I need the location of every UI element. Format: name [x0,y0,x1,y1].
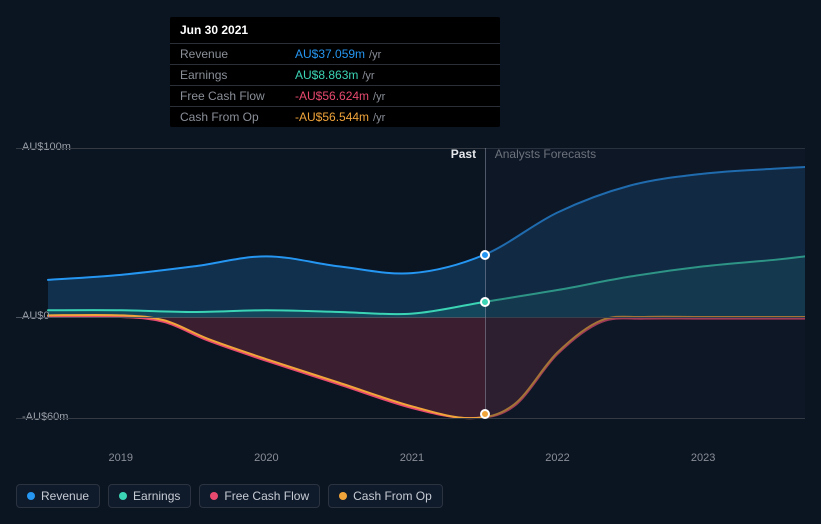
tooltip-row: RevenueAU$37.059m/yr [170,44,500,65]
x-axis-label: 2021 [400,452,424,464]
x-axis-label: 2022 [545,452,569,464]
legend-label: Cash From Op [353,489,432,503]
series-marker-earnings [480,297,490,307]
crosshair [485,148,486,418]
gridline [16,418,805,419]
legend-dot-icon [339,492,347,500]
x-axis-label: 2023 [691,452,715,464]
legend: Revenue Earnings Free Cash Flow Cash From O… [16,484,443,508]
era-label-past: Past [451,147,476,161]
tooltip-row: Free Cash Flow-AU$56.624m/yr [170,86,500,107]
tooltip-row-value: -AU$56.624m/yr [285,86,500,107]
tooltip-table: RevenueAU$37.059m/yrEarningsAU$8.863m/yr… [170,43,500,127]
tooltip-row-value: -AU$56.544m/yr [285,107,500,128]
era-label-forecast: Analysts Forecasts [495,147,596,161]
legend-dot-icon [27,492,35,500]
legend-dot-icon [210,492,218,500]
legend-item-revenue[interactable]: Revenue [16,484,100,508]
forecast-shade [485,148,805,418]
legend-label: Revenue [41,489,89,503]
series-marker-cfo [480,409,490,419]
financials-chart-panel: { "tooltip": { "date": "Jun 30 2021", "r… [0,0,821,524]
tooltip-date: Jun 30 2021 [170,17,500,43]
legend-item-earnings[interactable]: Earnings [108,484,191,508]
series-marker-revenue [480,250,490,260]
chart-tooltip: Jun 30 2021 RevenueAU$37.059m/yrEarnings… [170,17,500,127]
tooltip-row-value: AU$37.059m/yr [285,44,500,65]
tooltip-row: Cash From Op-AU$56.544m/yr [170,107,500,128]
legend-label: Free Cash Flow [224,489,309,503]
legend-item-fcf[interactable]: Free Cash Flow [199,484,320,508]
tooltip-row-value: AU$8.863m/yr [285,65,500,86]
y-axis-label: -AU$60m [22,411,68,423]
tooltip-row-label: Earnings [170,65,285,86]
tooltip-row-label: Free Cash Flow [170,86,285,107]
x-axis-label: 2020 [254,452,278,464]
legend-label: Earnings [133,489,180,503]
y-axis-label: AU$100m [22,141,71,153]
tooltip-row: EarningsAU$8.863m/yr [170,65,500,86]
y-axis-label: AU$0 [22,310,50,322]
legend-dot-icon [119,492,127,500]
x-axis-label: 2019 [109,452,133,464]
tooltip-row-label: Cash From Op [170,107,285,128]
legend-item-cfo[interactable]: Cash From Op [328,484,443,508]
tooltip-row-label: Revenue [170,44,285,65]
